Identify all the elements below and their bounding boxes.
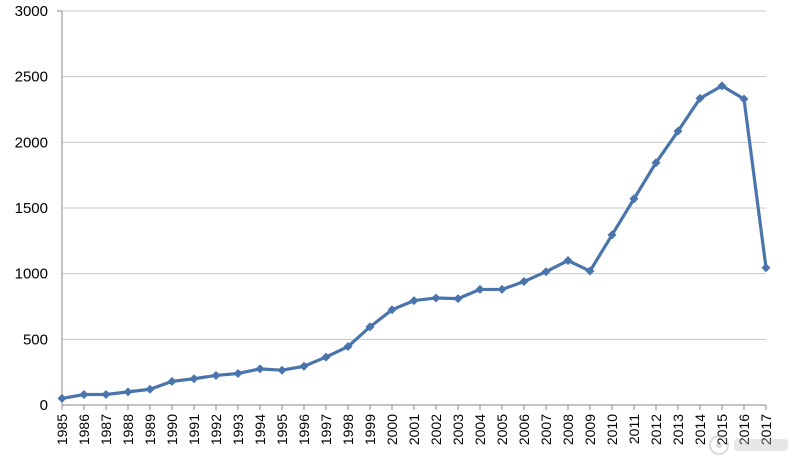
data-point-2017 — [761, 263, 771, 273]
x-tick-label-1996: 1996 — [296, 414, 312, 445]
data-point-2001 — [409, 296, 419, 306]
x-tick-label-2016: 2016 — [736, 414, 752, 445]
x-tick-label-1988: 1988 — [120, 414, 136, 445]
x-tick-label-2013: 2013 — [670, 414, 686, 445]
x-tick-label-2001: 2001 — [406, 414, 422, 445]
data-point-2010 — [607, 230, 617, 240]
data-point-2014 — [695, 93, 705, 103]
watermark-logo — [709, 435, 788, 455]
y-tick-label-0: 0 — [40, 397, 48, 414]
x-tick-label-1987: 1987 — [98, 414, 114, 445]
x-tick-label-1999: 1999 — [362, 414, 378, 445]
x-tick-label-2000: 2000 — [384, 414, 400, 445]
data-point-1989 — [145, 384, 155, 394]
data-point-1995 — [277, 365, 287, 375]
y-tick-label-1000: 1000 — [15, 266, 48, 283]
x-tick-label-1990: 1990 — [164, 414, 180, 445]
x-tick-label-1986: 1986 — [76, 414, 92, 445]
x-tick-label-1997: 1997 — [318, 414, 334, 445]
data-point-1999 — [365, 322, 375, 332]
data-point-1997 — [321, 352, 331, 362]
x-tick-label-2010: 2010 — [604, 414, 620, 445]
y-tick-label-2500: 2500 — [15, 69, 48, 86]
data-point-2003 — [453, 294, 463, 304]
data-point-1996 — [299, 361, 309, 371]
data-point-1988 — [123, 387, 133, 397]
data-point-2011 — [629, 194, 639, 204]
x-tick-label-1991: 1991 — [186, 414, 202, 445]
x-tick-label-2004: 2004 — [472, 414, 488, 445]
x-tick-label-1998: 1998 — [340, 414, 356, 445]
data-point-2009 — [585, 266, 595, 276]
data-point-1993 — [233, 368, 243, 378]
x-tick-label-2011: 2011 — [626, 414, 642, 444]
x-tick-label-1992: 1992 — [208, 414, 224, 445]
data-point-2007 — [541, 267, 551, 277]
x-tick-label-2014: 2014 — [692, 414, 708, 445]
data-point-1987 — [101, 389, 111, 399]
series-line-0 — [61, 84, 768, 401]
x-tick-label-2002: 2002 — [428, 414, 444, 445]
x-tick-label-2003: 2003 — [450, 414, 466, 445]
x-tick-label-2006: 2006 — [516, 414, 532, 445]
y-tick-label-500: 500 — [23, 331, 48, 348]
data-point-2002 — [431, 293, 441, 303]
x-tick-label-2007: 2007 — [538, 414, 554, 445]
data-point-1986 — [79, 389, 89, 399]
data-point-1994 — [255, 364, 265, 374]
data-point-2012 — [651, 158, 661, 168]
x-tick-label-1985: 1985 — [54, 414, 70, 445]
x-tick-label-2005: 2005 — [494, 414, 510, 445]
x-tick-label-1989: 1989 — [142, 414, 158, 445]
x-tick-label-1993: 1993 — [230, 414, 246, 445]
x-axis-tick-labels: 1985 1986 1987 1988 1989 1990 1991 1992 1993 1994… — [54, 414, 774, 445]
data-point-2015 — [717, 81, 727, 91]
data-point-1998 — [343, 342, 353, 352]
y-axis-tick-labels: 0 500 1000 1500 2000 2500 3000 — [15, 3, 48, 414]
gridlines — [62, 10, 766, 340]
data-point-2000 — [387, 305, 397, 315]
data-point-1990 — [167, 376, 177, 386]
y-tick-label-3000: 3000 — [15, 3, 48, 20]
x-tick-label-2017: 2017 — [758, 414, 774, 445]
x-tick-label-2012: 2012 — [648, 414, 664, 445]
x-tick-label-1995: 1995 — [274, 414, 290, 445]
x-tick-label-2009: 2009 — [582, 414, 598, 445]
data-point-1992 — [211, 370, 221, 380]
series — [57, 81, 771, 403]
y-tick-label-2000: 2000 — [15, 134, 48, 151]
data-point-2006 — [519, 277, 529, 287]
data-point-2008 — [563, 256, 573, 266]
y-tick-label-1500: 1500 — [15, 200, 48, 217]
data-point-2005 — [497, 284, 507, 294]
data-point-2013 — [673, 126, 683, 136]
x-tick-label-2015: 2015 — [714, 414, 730, 445]
data-point-1985 — [57, 393, 67, 403]
data-point-2016 — [739, 94, 749, 104]
x-tick-label-1994: 1994 — [252, 414, 268, 445]
x-tick-label-2008: 2008 — [560, 414, 576, 445]
data-point-2004 — [475, 284, 485, 294]
data-point-1991 — [189, 374, 199, 384]
axes — [57, 10, 767, 410]
